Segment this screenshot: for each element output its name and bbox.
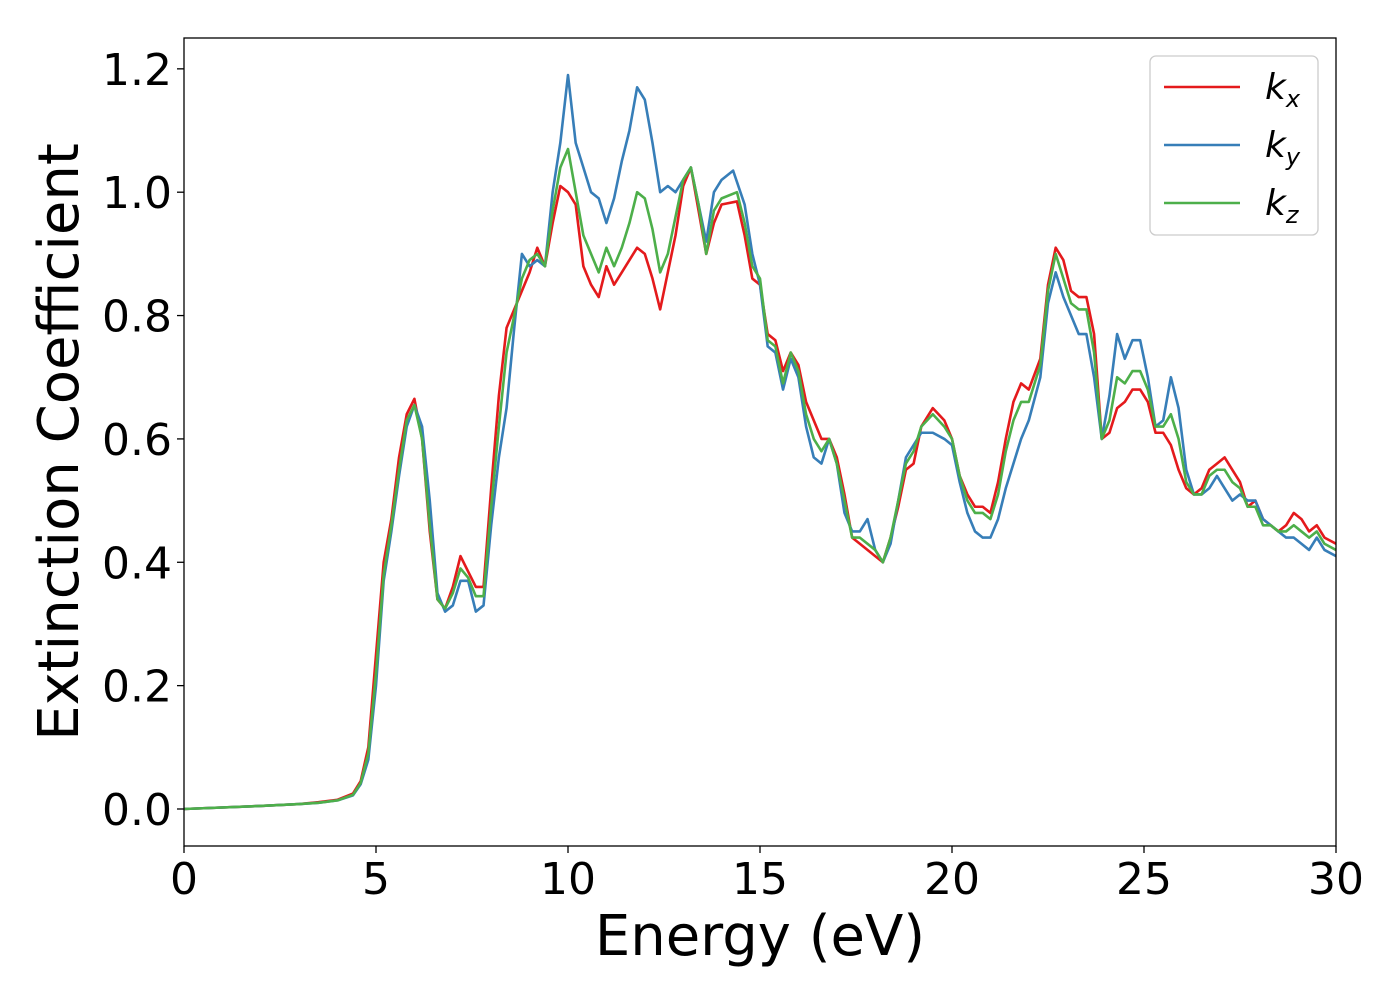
legend-label-kx: kx [1265,67,1301,113]
series-layer [184,73,1336,811]
x-tick-label: 10 [540,854,596,905]
series-line-ky [184,73,1336,811]
series-line-kx [184,166,1336,811]
x-tick-label: 25 [1116,854,1172,905]
y-tick-label: 1.2 [102,45,172,96]
x-axis: 0 5 10 15 20 25 30 [170,846,1364,905]
x-tick-label: 5 [362,854,390,905]
y-axis-title: Extinction Coefficient [27,143,92,741]
x-tick-label: 20 [924,854,980,905]
y-tick-label: 0.4 [102,538,172,589]
legend-label-ky: ky [1265,125,1301,171]
x-tick-label: 15 [732,854,788,905]
series-line-kz [184,147,1336,811]
x-axis-title: Energy (eV) [595,904,925,969]
legend: kx ky kz [1149,55,1319,236]
legend-label-kz: kz [1265,183,1300,229]
y-tick-label: 0.8 [102,292,172,343]
y-tick-label: 0.0 [102,785,172,836]
y-axis: 0.0 0.2 0.4 0.6 0.8 1.0 1.2 [102,45,184,836]
y-tick-label: 0.6 [102,415,172,466]
y-tick-label: 0.2 [102,662,172,713]
x-tick-label: 30 [1308,854,1364,905]
y-tick-label: 1.0 [102,168,172,219]
x-tick-label: 0 [170,854,198,905]
